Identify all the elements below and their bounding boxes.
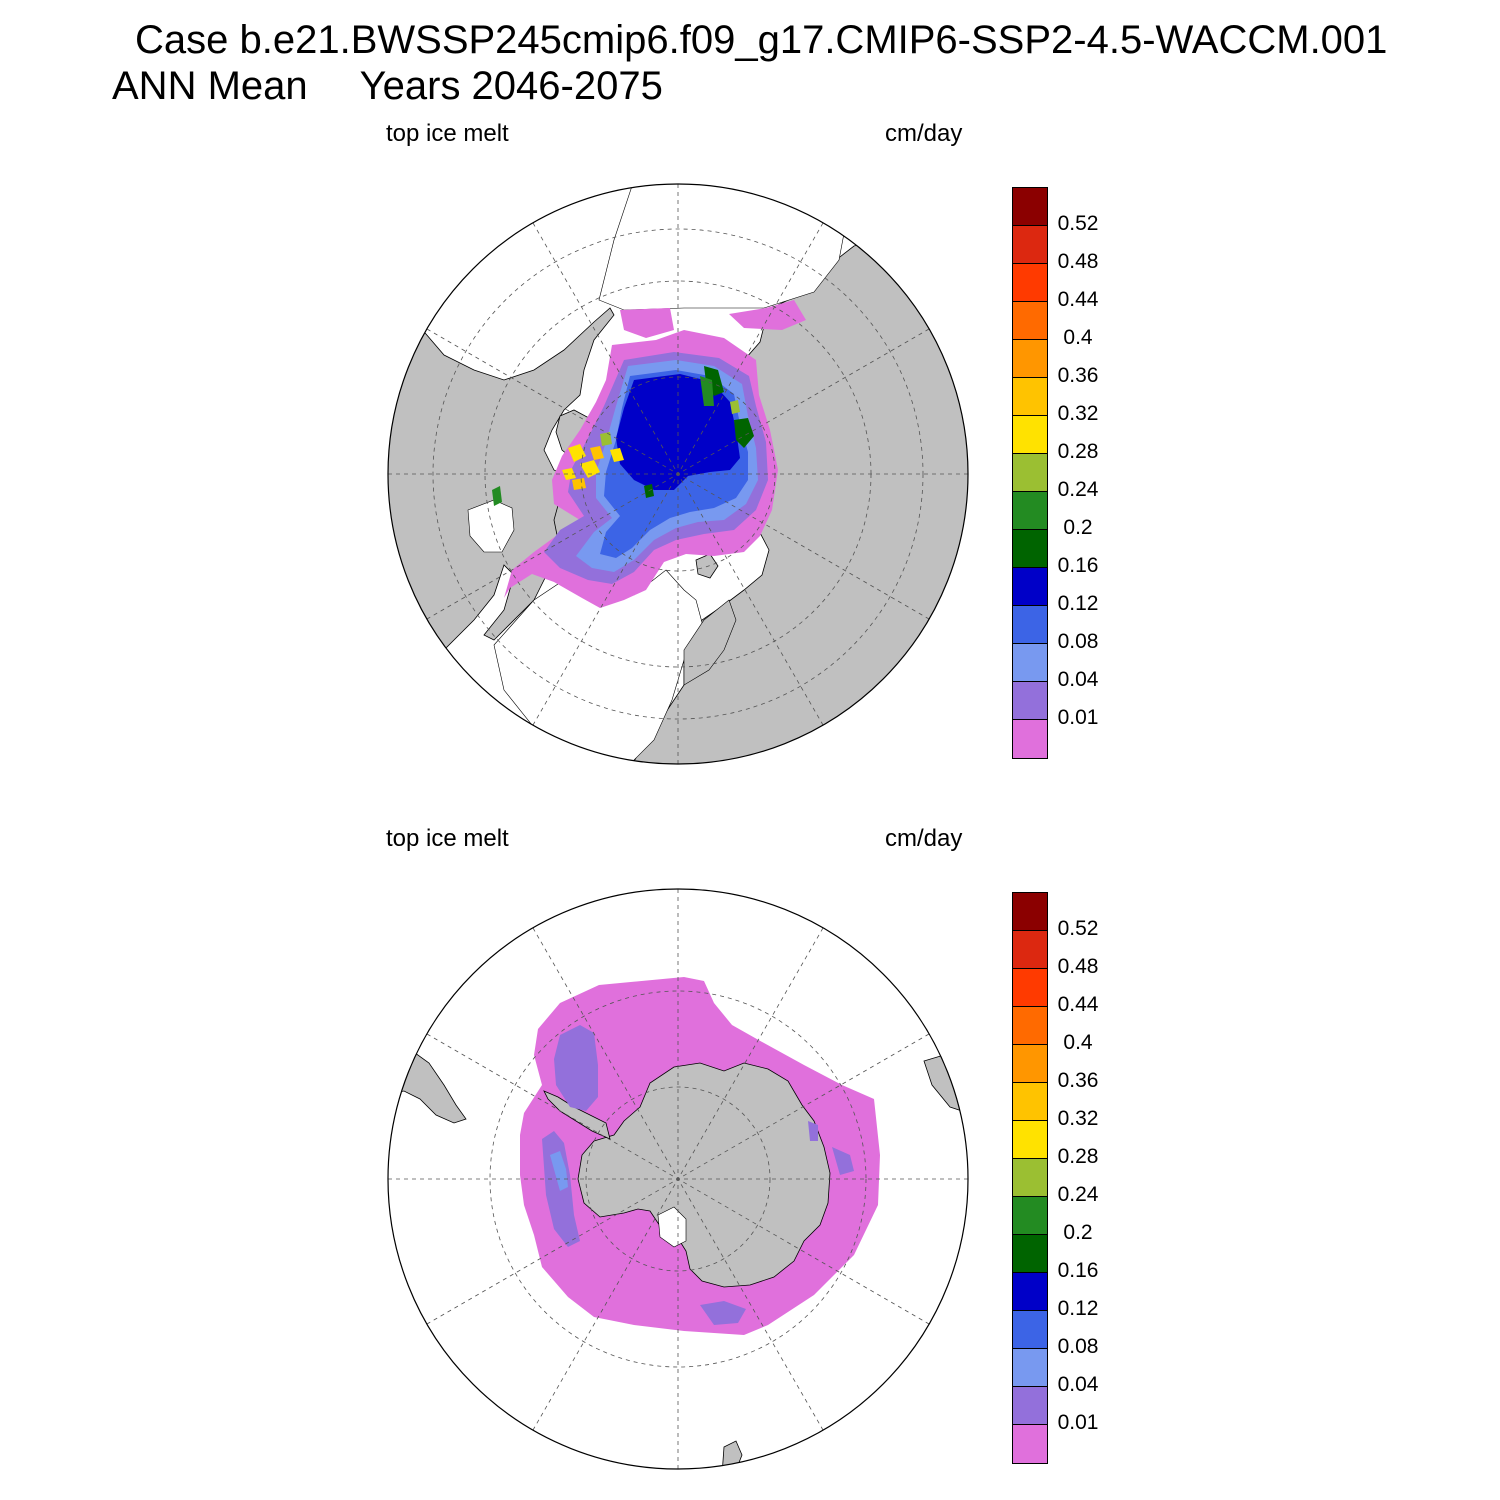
- colorbar-tick: 0.04: [1057, 668, 1099, 691]
- colorbar-segment: [1013, 378, 1047, 416]
- colorbar-tick: 0.32: [1057, 1107, 1099, 1130]
- north-colorbar: [1012, 187, 1048, 759]
- ice-gold: [572, 446, 604, 490]
- north-variable-label: top ice melt: [386, 120, 509, 147]
- south-colorbar: [1012, 892, 1048, 1464]
- colorbar-segment: [1013, 530, 1047, 568]
- colorbar-segment: [1013, 340, 1047, 378]
- ice-lightblue-coast: [550, 1151, 568, 1191]
- colorbar-tick: 0.44: [1057, 288, 1099, 311]
- colorbar-tick: 0.4: [1063, 326, 1093, 349]
- colorbar-tick: 0.36: [1057, 1069, 1099, 1092]
- colorbar-tick: 0.16: [1057, 1259, 1099, 1282]
- colorbar-segment: [1013, 226, 1047, 264]
- figure-title-case: Case b.e21.BWSSP245cmip6.f09_g17.CMIP6-S…: [135, 18, 1388, 62]
- colorbar-tick: 0.4: [1063, 1031, 1093, 1054]
- colorbar-tick: 0.12: [1057, 592, 1099, 615]
- ice-lavender-weddell: [554, 1025, 598, 1111]
- colorbar-segment: [1013, 1425, 1047, 1463]
- colorbar-tick: 0.01: [1057, 1411, 1099, 1434]
- south-units-label: cm/day: [885, 825, 963, 852]
- colorbar-segment: [1013, 893, 1047, 931]
- colorbar-tick: 0.2: [1063, 516, 1093, 539]
- antarctica-land: [577, 1062, 831, 1288]
- colorbar-segment: [1013, 682, 1047, 720]
- title-years: Years 2046-2075: [359, 64, 663, 108]
- colorbar-tick: 0.08: [1057, 1335, 1099, 1358]
- colorbar-segment: [1013, 644, 1047, 682]
- colorbar-tick: 0.52: [1057, 212, 1099, 235]
- colorbar-segment: [1013, 454, 1047, 492]
- south-graticule: [388, 889, 968, 1469]
- ross-ice-shelf: [657, 1206, 687, 1248]
- colorbar-segment: [1013, 302, 1047, 340]
- antarctic-peninsula: [543, 1090, 611, 1140]
- south-polar-map: [387, 888, 969, 1470]
- colorbar-segment: [1013, 720, 1047, 758]
- colorbar-segment: [1013, 492, 1047, 530]
- colorbar-tick: 0.04: [1057, 1373, 1099, 1396]
- north-graticule: [388, 184, 968, 764]
- scandinavia-coast: [683, 599, 737, 686]
- colorbar-segment: [1013, 931, 1047, 969]
- colorbar-segment: [1013, 264, 1047, 302]
- colorbar-segment: [1013, 1273, 1047, 1311]
- colorbar-segment: [1013, 1197, 1047, 1235]
- colorbar-tick: 0.24: [1057, 1183, 1099, 1206]
- colorbar-segment: [1013, 1083, 1047, 1121]
- north-polar-map: [387, 183, 969, 765]
- ice-lavender-ross: [700, 1301, 746, 1325]
- colorbar-segment: [1013, 1159, 1047, 1197]
- title-mean: ANN Mean: [112, 64, 308, 108]
- colorbar-tick: 0.01: [1057, 706, 1099, 729]
- ice-lavender-east: [808, 1121, 854, 1175]
- colorbar-tick: 0.48: [1057, 955, 1099, 978]
- colorbar-segment: [1013, 606, 1047, 644]
- south-variable-label: top ice melt: [386, 825, 509, 852]
- colorbar-segment: [1013, 568, 1047, 606]
- colorbar-tick: 0.24: [1057, 478, 1099, 501]
- colorbar-segment: [1013, 1349, 1047, 1387]
- colorbar-tick: 0.16: [1057, 554, 1099, 577]
- colorbar-tick: 0.08: [1057, 630, 1099, 653]
- colorbar-segment: [1013, 188, 1047, 226]
- colorbar-segment: [1013, 416, 1047, 454]
- colorbar-segment: [1013, 1045, 1047, 1083]
- colorbar-tick: 0.36: [1057, 364, 1099, 387]
- colorbar-tick: 0.48: [1057, 250, 1099, 273]
- colorbar-tick: 0.12: [1057, 1297, 1099, 1320]
- colorbar-tick: 0.44: [1057, 993, 1099, 1016]
- colorbar-segment: [1013, 1311, 1047, 1349]
- colorbar-tick: 0.2: [1063, 1221, 1093, 1244]
- colorbar-segment: [1013, 1121, 1047, 1159]
- ice-pink-bering: [620, 300, 806, 338]
- figure-title-period: ANN Mean Years 2046-2075: [112, 64, 663, 109]
- colorbar-tick: 0.52: [1057, 917, 1099, 940]
- colorbar-segment: [1013, 1387, 1047, 1425]
- colorbar-segment: [1013, 1007, 1047, 1045]
- colorbar-tick: 0.32: [1057, 402, 1099, 425]
- north-units-label: cm/day: [885, 120, 963, 147]
- colorbar-tick: 0.28: [1057, 1145, 1099, 1168]
- colorbar-segment: [1013, 969, 1047, 1007]
- colorbar-segment: [1013, 1235, 1047, 1273]
- ice-yellow: [562, 444, 624, 480]
- colorbar-tick: 0.28: [1057, 440, 1099, 463]
